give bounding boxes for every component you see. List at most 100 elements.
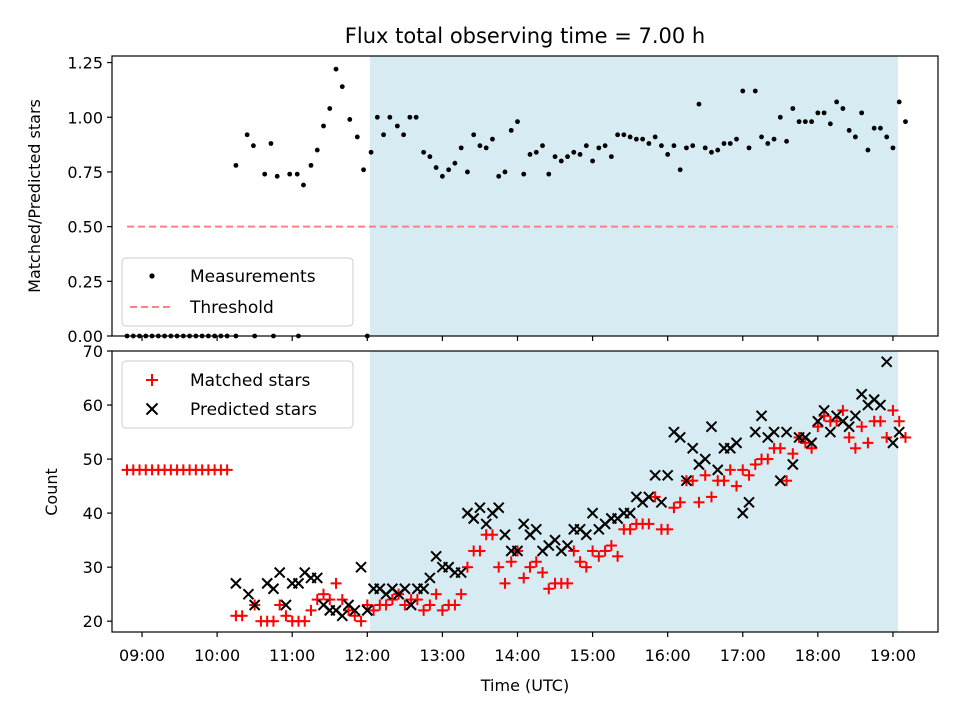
predicted-star-point (824, 426, 837, 438)
predicted-star-point (292, 577, 305, 590)
predicted-star-point (893, 426, 905, 438)
measurement-point (413, 114, 419, 120)
measurement-point (301, 182, 306, 188)
matched-star-point (787, 448, 799, 460)
bottom-panel: 20 30 40 50 60 70 09:00 10:00 11:00 12:00 13:00 14… (42, 342, 939, 695)
measurement-point (577, 152, 583, 157)
measurement-point (458, 145, 464, 151)
top-panel: 0.00 0.25 0.50 0.75 1.00 1.25 Flux total obse… (25, 24, 939, 346)
predicted-star-point (843, 420, 855, 433)
matched-star-point (505, 556, 517, 568)
chart-title: Flux total observing time = 7.00 h (345, 24, 705, 48)
predicted-star-point (780, 426, 793, 438)
predicted-star-point (749, 426, 761, 438)
matched-star-point (274, 599, 286, 611)
measurement-point (274, 173, 280, 179)
top-y-tick-label: 1.25 (67, 54, 103, 73)
predicted-star-point (743, 496, 755, 509)
predicted-star-point (855, 388, 868, 400)
measurement-point (321, 123, 326, 129)
matched-star-point (386, 594, 398, 606)
matched-star-point (318, 588, 330, 600)
matched-star-point (430, 588, 442, 600)
measurement-point (294, 171, 300, 177)
matched-star-point (605, 540, 617, 552)
matched-star-point (718, 475, 730, 487)
measurement-point (233, 162, 239, 168)
predicted-star-point (705, 420, 718, 433)
predicted-points-layer (230, 356, 905, 622)
predicted-star-point (849, 410, 862, 422)
measurement-point (840, 106, 846, 111)
matched-star-point (849, 442, 861, 454)
legend-measurements-marker (149, 273, 155, 279)
bottom-y-tick-label: 60 (83, 396, 103, 415)
measurement-point (540, 143, 545, 149)
measurement-point (546, 171, 552, 177)
x-tick-label: 18:00 (795, 646, 841, 665)
x-tick-label: 13:00 (419, 646, 465, 665)
matched-star-point (355, 615, 367, 627)
predicted-star-point (311, 572, 323, 584)
measurement-point (552, 154, 558, 160)
top-x-ticks (141, 336, 894, 341)
predicted-star-point (661, 469, 674, 481)
measurement-point (354, 134, 360, 140)
bottom-y-ticks: 20 30 40 50 60 70 (83, 342, 112, 631)
matched-star-point (687, 475, 699, 487)
matched-star-point (749, 458, 761, 470)
measurement-point (827, 121, 833, 127)
measurement-point (394, 123, 400, 129)
x-tick-label: 09:00 (119, 646, 165, 665)
measurement-point (878, 125, 883, 131)
matched-star-point (493, 561, 505, 573)
matched-star-point (731, 480, 743, 492)
x-tick-label: 16:00 (645, 646, 691, 665)
bottom-observing-window (369, 351, 898, 632)
measurement-point (244, 132, 250, 138)
measurement-point (268, 141, 274, 146)
matched-star-point (436, 604, 448, 616)
predicted-star-point (474, 502, 486, 514)
predicted-star-point (355, 561, 367, 573)
predicted-star-point (818, 404, 830, 417)
matched-star-point (812, 421, 824, 433)
predicted-star-point (242, 588, 255, 600)
measurement-point (381, 132, 386, 138)
measurement-point (771, 136, 777, 142)
measurement-point (471, 132, 477, 138)
bottom-plot-frame (111, 350, 939, 633)
measurement-point (746, 145, 752, 151)
matched-star-point (518, 572, 530, 584)
measurement-point (903, 119, 908, 125)
measurement-point (583, 143, 589, 149)
measurement-point (884, 134, 890, 140)
matched-star-point (543, 583, 555, 595)
matched-star-point (774, 442, 786, 454)
matched-star-point (399, 599, 411, 611)
bottom-x-ticks: 09:00 10:00 11:00 12:00 13:00 14:00 15:00 16:00… (119, 632, 916, 665)
measurement-point (565, 154, 570, 160)
measurement-point (571, 149, 577, 155)
predicted-star-point (686, 442, 699, 454)
measurement-point (374, 114, 380, 120)
predicted-star-point (580, 529, 593, 541)
matched-star-point (893, 415, 905, 427)
top-y-axis-label: Matched/Predicted stars (25, 99, 44, 293)
predicted-star-point (230, 577, 242, 590)
measurement-point (527, 152, 533, 157)
matched-star-point (643, 518, 655, 530)
matched-star-point (221, 464, 233, 476)
predicted-star-point (561, 539, 574, 552)
measurement-point (327, 106, 333, 111)
matched-star-point (330, 577, 342, 589)
matched-star-point (856, 421, 868, 433)
matched-star-point (574, 556, 586, 568)
measurement-point (765, 141, 771, 146)
measurement-point (802, 119, 808, 125)
matched-star-point (593, 550, 605, 562)
legend-matched-label: Matched stars (190, 371, 310, 391)
measurement-point (652, 134, 658, 140)
legend-threshold-label: Threshold (189, 298, 274, 318)
matched-star-point (799, 437, 811, 449)
